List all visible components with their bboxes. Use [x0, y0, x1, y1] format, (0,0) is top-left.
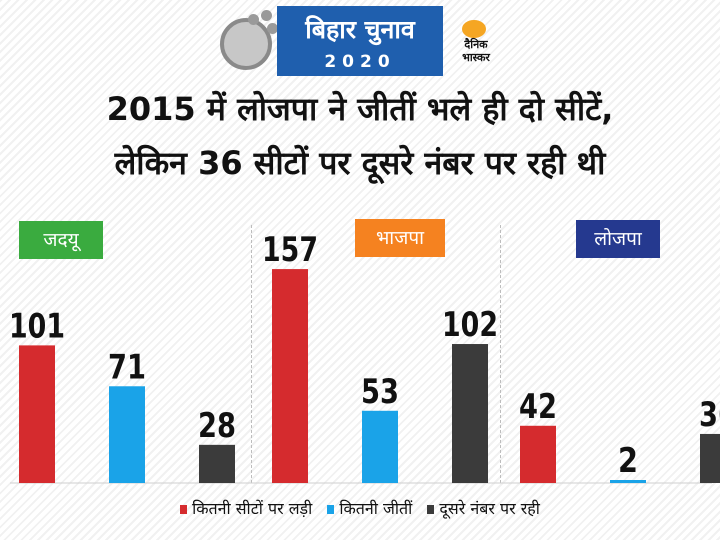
legend-label-second: दूसरे नंबर पर रही [439, 499, 540, 518]
legend-swatch-won [327, 505, 335, 514]
group-divider [251, 225, 252, 483]
bar-ljp-second [700, 433, 720, 483]
data-label-bjp-second: 102 [442, 305, 498, 345]
legend-swatch-contested [180, 505, 188, 514]
banner: बिहार चुनाव 2020 दैनिक भास्कर [0, 0, 720, 82]
data-label-ljp-second: 36 [699, 395, 720, 435]
data-label-bjp-contested: 157 [262, 230, 318, 270]
legend: कितनी सीटों पर लड़ी कितनी जीतीं दूसरे नं… [0, 497, 720, 519]
group-divider [500, 225, 501, 483]
legend-item-won: कितनी जीतीं [327, 497, 412, 519]
category-label-bjp: भाजपा [355, 219, 445, 257]
data-label-jdu-won: 71 [108, 347, 146, 387]
category-label-jdu: जदयू [19, 221, 103, 259]
data-label-ljp-won: 2 [618, 441, 638, 481]
legend-item-second: दूसरे नंबर पर रही [427, 497, 540, 519]
bar-ljp-won [610, 480, 646, 483]
legend-label-contested: कितनी सीटों पर लड़ी [192, 499, 313, 518]
publisher-logo-text: दैनिक भास्कर [462, 38, 490, 64]
bar-bjp-contested [272, 269, 308, 483]
brand-year: 2020 [324, 52, 396, 72]
legend-item-contested: कितनी सीटों पर लड़ी [180, 497, 312, 519]
bar-bjp-second [452, 344, 488, 483]
data-label-ljp-contested: 42 [519, 387, 557, 427]
bar-jdu-contested [19, 345, 55, 483]
headline-line-1: 2015 में लोजपा ने जीतीं भले ही दो सीटें, [106, 90, 614, 128]
sun-icon [462, 20, 486, 38]
headline-line-2: लेकिन 36 सीटों पर दूसरे नंबर पर रही थी [114, 144, 606, 182]
data-label-bjp-won: 53 [361, 372, 399, 412]
brand-logo: बिहार चुनाव 2020 [277, 6, 443, 76]
legend-swatch-second [427, 505, 435, 514]
data-label-jdu-contested: 101 [9, 306, 65, 346]
category-label-ljp: लोजपा [576, 220, 660, 258]
bar-jdu-won [109, 386, 145, 483]
legend-label-won: कितनी जीतीं [339, 499, 413, 518]
publisher-logo: दैनिक भास्कर [450, 20, 502, 66]
bar-jdu-second [199, 444, 235, 483]
people-dots-icon [248, 10, 278, 40]
brand-title: बिहार चुनाव [305, 15, 415, 44]
data-label-jdu-second: 28 [198, 406, 236, 446]
bar-bjp-won [362, 410, 398, 483]
ballot-logo-icon [220, 18, 272, 70]
bar-ljp-contested [520, 425, 556, 483]
